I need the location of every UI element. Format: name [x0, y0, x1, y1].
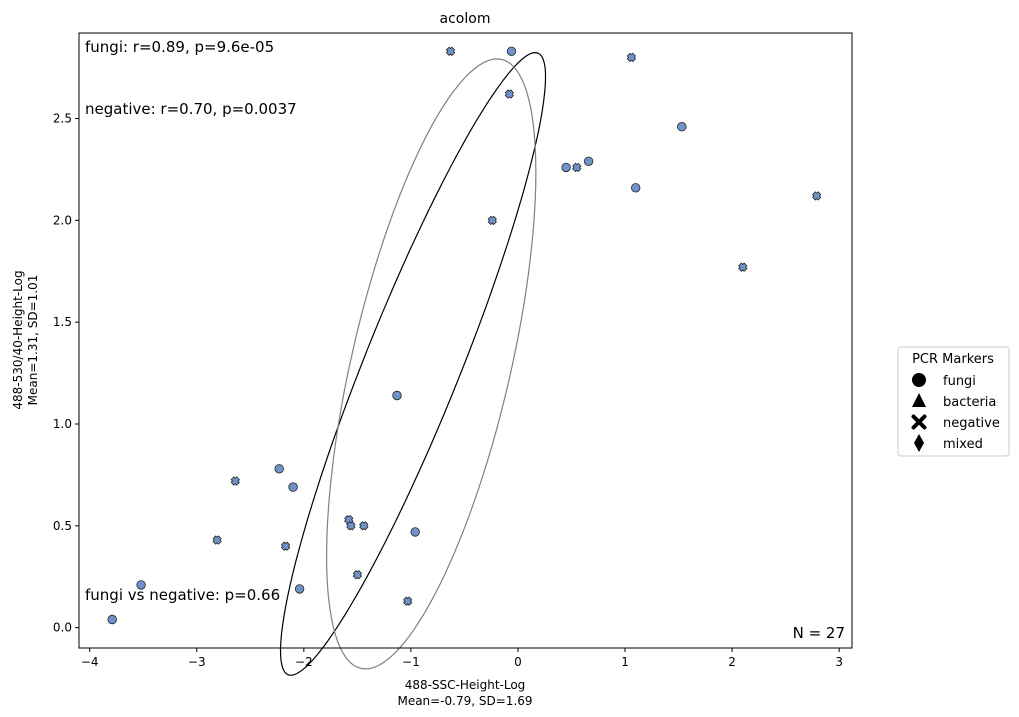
point-negative-10	[487, 215, 497, 226]
point-negative-0	[230, 476, 240, 486]
point-negative-2	[280, 541, 291, 551]
point-fungi-9	[583, 156, 594, 167]
y-tick-label: 2.0	[53, 213, 72, 227]
x-tick-label: −1	[402, 655, 420, 669]
point-fungi-5	[392, 390, 402, 401]
point-negative-13	[738, 262, 748, 272]
n-count-annotation: N = 27	[793, 624, 845, 642]
ellipse-negative	[325, 58, 537, 670]
point-negative-7	[403, 596, 413, 606]
x-tick-label: 0	[514, 655, 522, 669]
point-negative-12	[626, 52, 637, 63]
point-fungi-3	[288, 482, 298, 492]
legend-entry-bacteria: bacteria	[943, 395, 996, 410]
x-axis-sublabel: Mean=-0.79, SD=1.69	[397, 694, 532, 708]
negative-stats-annotation: negative: r=0.70, p=0.0037	[85, 100, 297, 118]
x-axis-label: 488-SSC-Height-Log	[405, 678, 526, 692]
point-negative-14	[812, 191, 822, 201]
legend-title: PCR Markers	[912, 352, 994, 367]
point-negative-6	[352, 570, 363, 580]
point-fungi-4	[294, 584, 305, 594]
point-negative-8	[445, 46, 456, 56]
fungi-stats-annotation: fungi: r=0.89, p=9.6e-05	[85, 38, 274, 56]
legend-entry-mixed: mixed	[943, 437, 983, 452]
x-tick-label: 1	[621, 655, 629, 669]
legend: PCR Markers fungi bacteria negative mixe…	[897, 346, 1010, 457]
comparison-annotation: fungi vs negative: p=0.66	[85, 586, 280, 604]
x-tick-label: −4	[81, 655, 99, 669]
x-axis-ticks: −4 −3 −2 −1 0 1 2 3	[81, 648, 843, 669]
point-negative-4	[346, 521, 356, 531]
point-negative-5	[359, 521, 369, 531]
x-tick-label: 2	[728, 655, 736, 669]
y-axis-label: 488-530/40-Height-Log	[11, 270, 25, 409]
x-tick-label: −2	[295, 655, 313, 669]
point-fungi-10	[631, 183, 641, 193]
y-axis-sublabel: Mean=1.31, SD=1.01	[26, 275, 40, 406]
ellipse-fungi	[279, 51, 547, 676]
y-tick-label: 0.5	[53, 519, 72, 533]
plot-frame	[78, 32, 853, 649]
point-fungi-7	[506, 46, 517, 57]
chart-title: acolom	[440, 11, 491, 27]
point-fungi-1	[136, 580, 146, 590]
point-fungi-2	[274, 464, 284, 474]
confidence-ellipses	[279, 51, 547, 676]
legend-marker-circle-icon	[912, 373, 926, 387]
point-fungi-6	[410, 527, 420, 537]
legend-marker-triangle-icon	[912, 393, 926, 407]
x-tick-label: 3	[835, 655, 843, 669]
point-fungi-8	[561, 162, 571, 173]
point-negative-1	[212, 535, 222, 545]
point-fungi-11	[677, 121, 687, 132]
data-points	[107, 46, 822, 625]
y-tick-label: 1.5	[53, 315, 72, 329]
point-fungi-0	[107, 614, 117, 625]
legend-marker-x-icon	[911, 414, 927, 430]
plot-area	[79, 33, 852, 648]
y-axis-ticks: 0.0 0.5 1.0 1.5 2.0 2.5	[53, 112, 79, 635]
point-negative-11	[572, 162, 582, 173]
legend-entry-fungi: fungi	[943, 374, 976, 389]
y-tick-label: 2.5	[53, 112, 72, 126]
y-tick-label: 0.0	[53, 621, 72, 635]
legend-marker-diamond-icon	[914, 434, 924, 452]
legend-entry-negative: negative	[943, 416, 1000, 431]
point-negative-9	[504, 89, 515, 99]
y-tick-label: 1.0	[53, 417, 72, 431]
x-tick-label: −3	[188, 655, 206, 669]
